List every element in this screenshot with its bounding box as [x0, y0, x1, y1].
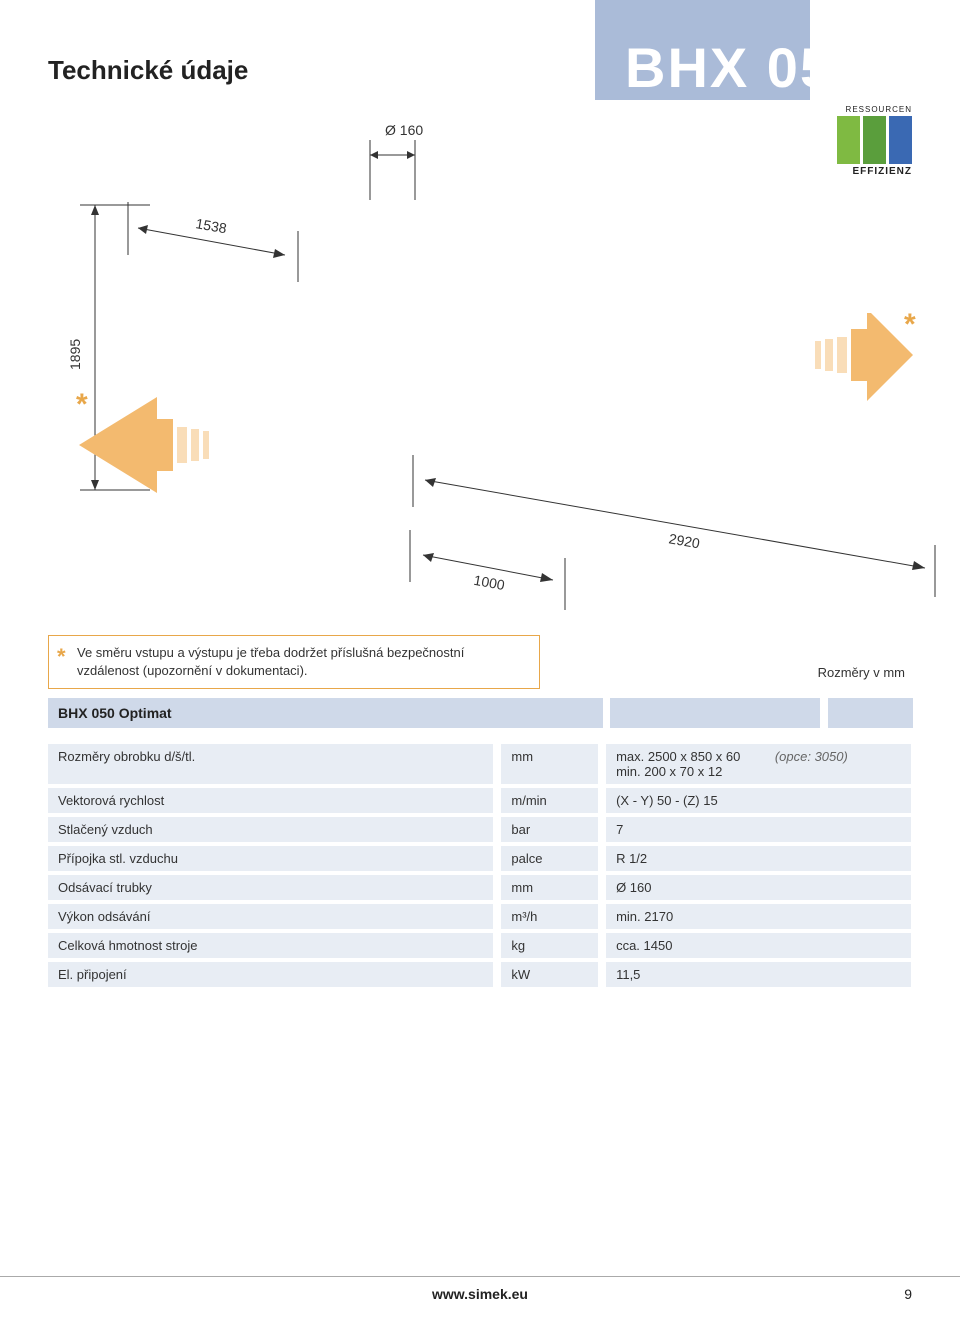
input-asterisk-icon: *	[76, 388, 88, 422]
spec-value: 7	[606, 817, 911, 842]
spec-label: Odsávací trubky	[48, 875, 493, 900]
spec-row: El. připojení kW 11,5	[48, 962, 911, 987]
spec-unit: bar	[501, 817, 598, 842]
specs-table: Rozměry obrobku d/š/tl.mmmax. 2500 x 850…	[48, 744, 911, 991]
spec-unit: mm	[501, 744, 598, 784]
spec-value: cca. 1450	[606, 933, 911, 958]
dim-2920-label: 2920	[668, 530, 702, 551]
output-arrow-icon	[815, 313, 915, 408]
section-header: BHX 050 Optimat	[48, 698, 603, 728]
spec-label: Přípojka stl. vzduchu	[48, 846, 493, 871]
section-header-spacer2	[828, 698, 913, 728]
spec-row: Přípojka stl. vzduchu palce R 1/2	[48, 846, 911, 871]
spec-unit: palce	[501, 846, 598, 871]
spec-unit: kW	[501, 962, 598, 987]
spec-unit: m³/h	[501, 904, 598, 929]
spec-unit: mm	[501, 875, 598, 900]
footer-divider	[0, 1276, 960, 1277]
dim-1000-label: 1000	[473, 572, 507, 593]
spec-value: Ø 160	[606, 875, 911, 900]
spec-unit: m/min	[501, 788, 598, 813]
safety-note-box: * Ve směru vstupu a výstupu je třeba dod…	[48, 635, 540, 689]
spec-label: Stlačený vzduch	[48, 817, 493, 842]
spec-label: Celková hmotnost stroje	[48, 933, 493, 958]
dim-1895-label: 1895	[67, 339, 83, 370]
note-asterisk-icon: *	[57, 642, 66, 673]
units-label: Rozměry v mm	[818, 665, 905, 680]
spec-label: Rozměry obrobku d/š/tl.	[48, 744, 493, 784]
spec-label: Vektorová rychlost	[48, 788, 493, 813]
spec-label: Výkon odsávání	[48, 904, 493, 929]
dim-1538-label: 1538	[194, 215, 228, 236]
page-number: 9	[904, 1286, 912, 1302]
spec-row: Rozměry obrobku d/š/tl.mmmax. 2500 x 850…	[48, 744, 911, 784]
output-asterisk-icon: *	[904, 308, 916, 342]
note-text: Ve směru vstupu a výstupu je třeba dodrž…	[77, 645, 464, 678]
spec-row: Stlačený vzduch bar 7	[48, 817, 911, 842]
spec-label: El. připojení	[48, 962, 493, 987]
spec-value: R 1/2	[606, 846, 911, 871]
spec-value: min. 2170	[606, 904, 911, 929]
dia-160-label: Ø 160	[385, 122, 423, 138]
spec-row: Výkon odsávání m³/h min. 2170	[48, 904, 911, 929]
section-header-spacer1	[610, 698, 820, 728]
page-title: Technické údaje	[48, 55, 248, 86]
spec-row: Celková hmotnost stroje kg cca. 1450	[48, 933, 911, 958]
spec-row: Odsávací trubky mm Ø 160	[48, 875, 911, 900]
footer-url: www.simek.eu	[0, 1286, 960, 1302]
spec-value: 11,5	[606, 962, 911, 987]
model-code: BHX 050	[625, 35, 866, 100]
spec-value: max. 2500 x 850 x 60 (opce: 3050)min. 20…	[606, 744, 911, 784]
dimensional-diagram: Ø 160 1538 1895 2920 1000	[20, 100, 940, 600]
spec-value: (X - Y) 50 - (Z) 15	[606, 788, 911, 813]
input-arrow-icon	[79, 393, 209, 508]
spec-unit: kg	[501, 933, 598, 958]
spec-row: Vektorová rychlost m/min (X - Y) 50 - (Z) …	[48, 788, 911, 813]
